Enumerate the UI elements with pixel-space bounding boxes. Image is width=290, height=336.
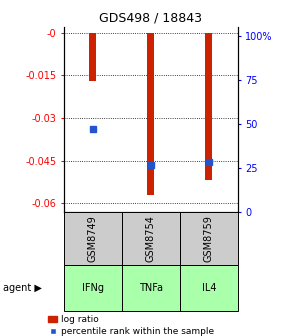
Title: GDS498 / 18843: GDS498 / 18843: [99, 11, 202, 24]
Bar: [122, 212, 180, 265]
Text: GSM8749: GSM8749: [88, 215, 98, 262]
Text: GSM8759: GSM8759: [204, 215, 214, 262]
Text: IL4: IL4: [202, 283, 216, 293]
Bar: [64, 212, 122, 265]
Bar: [147, 33, 154, 195]
Text: agent ▶: agent ▶: [3, 283, 42, 293]
Legend: log ratio, percentile rank within the sample: log ratio, percentile rank within the sa…: [48, 315, 214, 336]
Bar: [122, 265, 180, 311]
Bar: [64, 265, 122, 311]
Bar: [180, 265, 238, 311]
Text: TNFa: TNFa: [139, 283, 163, 293]
Text: GSM8754: GSM8754: [146, 215, 156, 262]
Bar: [180, 212, 238, 265]
Bar: [89, 33, 96, 81]
Bar: [205, 33, 212, 180]
Text: IFNg: IFNg: [82, 283, 104, 293]
